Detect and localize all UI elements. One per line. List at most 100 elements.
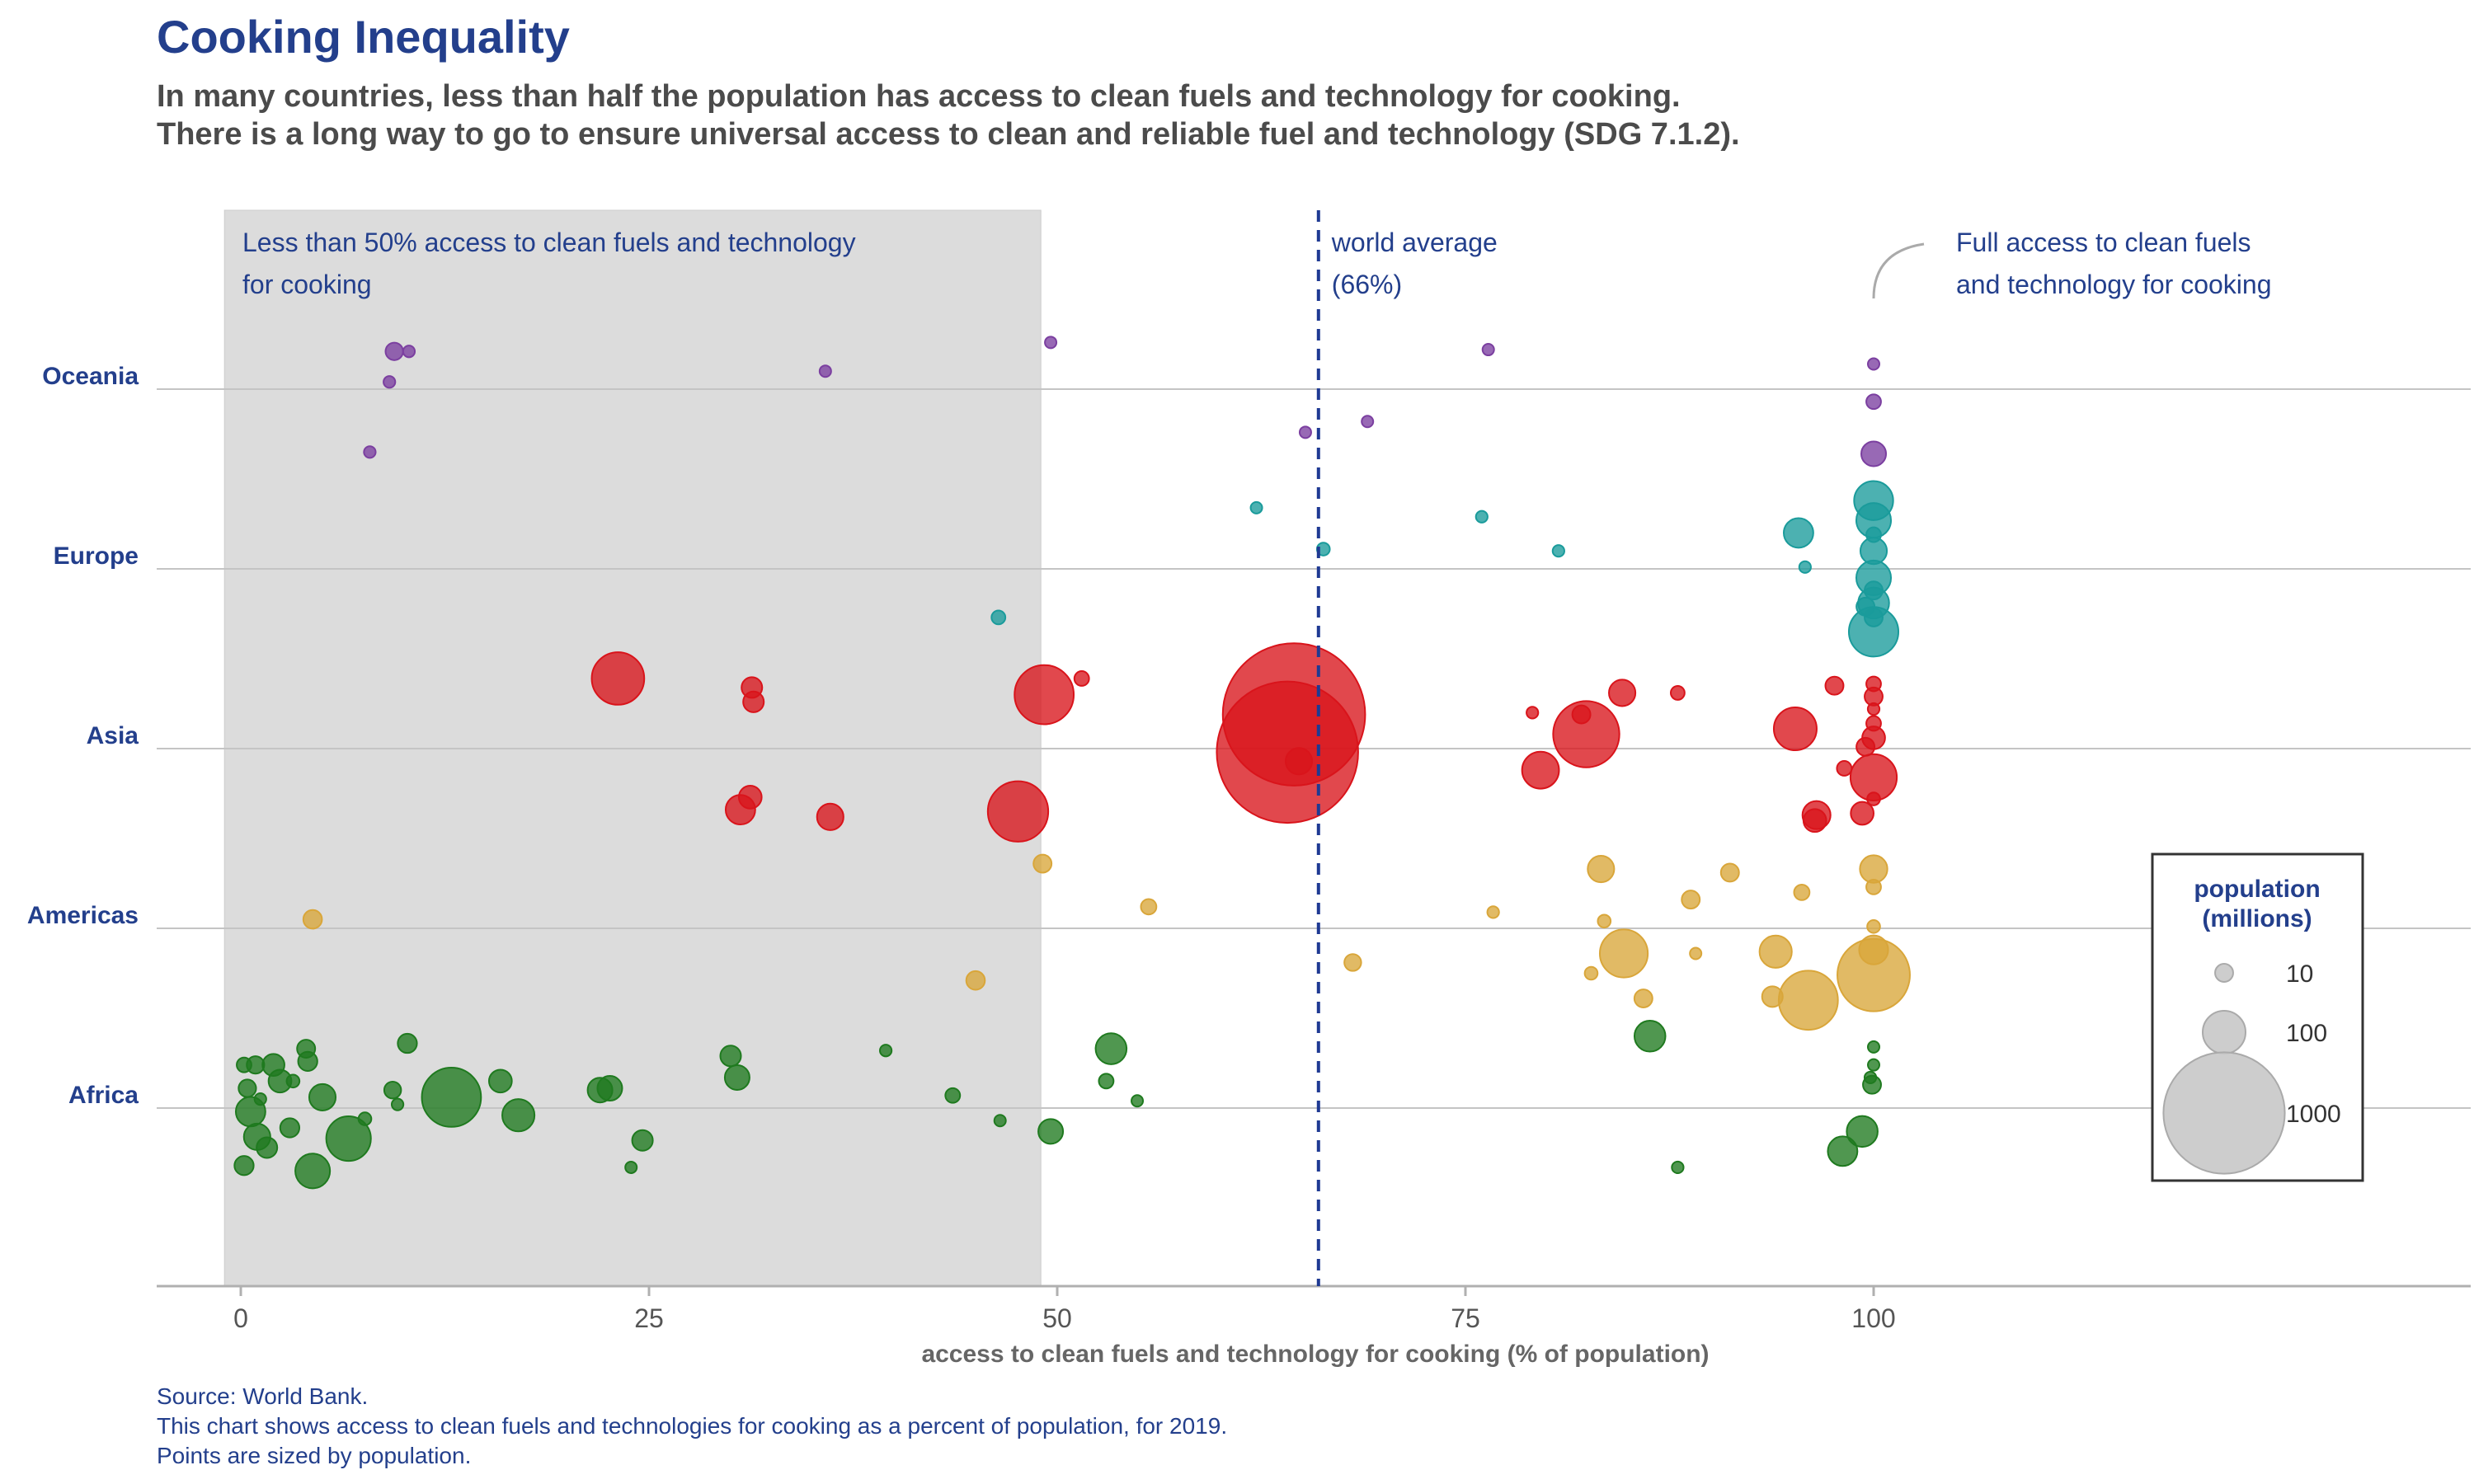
data-point: [1783, 517, 1814, 549]
data-point: [1343, 953, 1362, 972]
legend: population (millions) 10 100 1000: [2151, 852, 2364, 1182]
data-point: [965, 970, 986, 991]
data-point: [1521, 750, 1560, 790]
data-point: [233, 1155, 255, 1176]
x-tick-label: 75: [1451, 1303, 1480, 1333]
data-point: [631, 1129, 654, 1152]
data-point: [993, 1114, 1007, 1128]
data-point: [1860, 440, 1887, 467]
y-axis-label: Europe: [54, 542, 139, 570]
x-axis-ticks: 0 25 50 75 100: [233, 1286, 1896, 1333]
data-point: [501, 1098, 536, 1133]
data-point: [1865, 526, 1882, 543]
data-point: [1284, 747, 1314, 776]
gridlines: [157, 388, 2471, 1109]
data-point: [1608, 679, 1637, 707]
data-point: [1867, 357, 1880, 371]
data-point: [1140, 898, 1158, 916]
data-point: [818, 364, 832, 378]
data-point: [596, 1075, 623, 1102]
legend-swatch: [2214, 963, 2234, 983]
data-point: [1671, 1160, 1685, 1175]
data-point: [1865, 675, 1882, 693]
data-point: [1481, 343, 1495, 357]
data-point: [325, 1115, 372, 1162]
data-point: [1867, 1058, 1880, 1072]
data-point: [390, 1097, 405, 1111]
legend-label: 1000: [2286, 1101, 2341, 1128]
data-point: [308, 1082, 337, 1111]
data-point: [1551, 544, 1565, 558]
data-point: [1633, 1020, 1667, 1053]
data-point: [1798, 560, 1812, 574]
data-point: [1864, 580, 1884, 601]
chart-note: This chart shows access to clean fuels a…: [157, 1413, 1228, 1439]
data-point: [1865, 393, 1882, 411]
data-point: [253, 1092, 267, 1106]
data-point: [1864, 607, 1884, 627]
full-access-label: and technology for cooking: [1956, 270, 2271, 299]
data-point: [1098, 1073, 1115, 1090]
data-point: [1859, 854, 1888, 884]
data-point: [421, 1067, 482, 1128]
x-tick-label: 25: [634, 1303, 664, 1333]
data-point: [737, 785, 763, 810]
data-point: [878, 1044, 893, 1058]
data-point: [1583, 965, 1599, 981]
data-point: [1475, 510, 1489, 524]
data-point: [624, 1160, 638, 1174]
data-point: [1094, 1032, 1128, 1065]
full-access-label: Full access to clean fuels: [1956, 228, 2251, 257]
data-point: [487, 1068, 513, 1094]
data-point: [1866, 702, 1881, 716]
subtitle-line: There is a long way to go to ensure univ…: [157, 117, 1740, 152]
data-point: [990, 609, 1007, 626]
data-point: [1858, 934, 1889, 965]
legend-swatch: [2202, 1010, 2246, 1054]
data-point: [1865, 878, 1882, 895]
y-axis-label: Oceania: [42, 363, 139, 390]
data-point: [1866, 791, 1881, 806]
legend-label: 10: [2286, 960, 2313, 988]
x-axis-label: access to clean fuels and technology for…: [921, 1341, 1709, 1368]
data-point: [383, 1080, 402, 1100]
data-point: [236, 1056, 252, 1073]
data-point: [1824, 675, 1845, 696]
data-point: [402, 345, 416, 359]
annotation-curve: [1872, 242, 1925, 299]
data-point: [1772, 707, 1818, 752]
chart-note: Points are sized by population.: [157, 1443, 472, 1468]
data-point: [719, 1045, 742, 1068]
shaded-region-label: for cooking: [242, 270, 372, 299]
data-point: [1863, 1070, 1878, 1085]
data-point: [1836, 760, 1853, 777]
data-point: [1597, 913, 1612, 929]
legend-label: 100: [2286, 1020, 2327, 1047]
x-tick-label: 50: [1042, 1303, 1072, 1333]
data-point: [1298, 425, 1312, 439]
data-point: [363, 445, 377, 459]
data-point: [742, 690, 765, 713]
data-point: [1633, 989, 1653, 1008]
data-point: [279, 1117, 301, 1139]
data-point: [285, 1073, 301, 1089]
y-axis-label: Americas: [27, 902, 139, 929]
data-point: [1014, 664, 1075, 726]
data-point: [1777, 970, 1839, 1031]
data-point: [986, 780, 1050, 843]
data-point: [261, 1053, 285, 1078]
data-point: [1037, 1118, 1065, 1145]
data-point: [1587, 855, 1616, 884]
data-point: [1802, 808, 1827, 834]
data-point: [1761, 985, 1784, 1008]
data-point: [397, 1032, 418, 1054]
world-average-label: (66%): [1332, 270, 1402, 299]
data-point: [1073, 670, 1090, 687]
data-point: [1865, 715, 1882, 732]
data-point: [944, 1087, 962, 1104]
shaded-region-label: Less than 50% access to clean fuels and …: [242, 228, 856, 257]
data-point: [1552, 700, 1620, 768]
data-point: [1670, 685, 1686, 701]
data-point: [1827, 1135, 1859, 1167]
